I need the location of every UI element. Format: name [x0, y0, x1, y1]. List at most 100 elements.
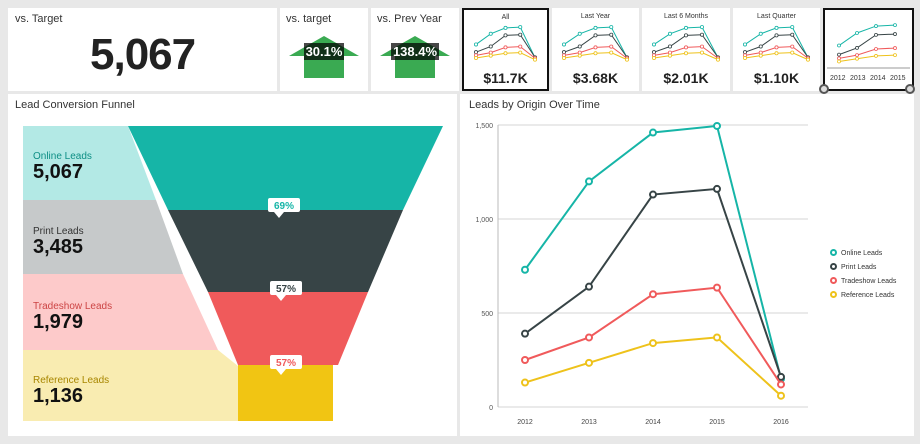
- spark-tile-last-year[interactable]: Last Year $3.68K: [552, 8, 639, 91]
- data-point: [585, 333, 593, 342]
- spark-value: $3.68K: [572, 70, 619, 86]
- funnel-stage-online: [128, 126, 443, 210]
- range-chart: 2012 2013 2014 2015: [827, 23, 910, 82]
- legend-label: Reference Leads: [841, 292, 895, 299]
- spark-tile-all[interactable]: All $11.7K: [462, 8, 549, 91]
- legend-item[interactable]: Tradeshow Leads: [830, 277, 896, 285]
- range-point: [893, 23, 897, 28]
- spark-point: [742, 56, 747, 61]
- data-point: [777, 380, 785, 389]
- data-point: [713, 333, 721, 342]
- spark-point: [790, 25, 795, 30]
- spark-label: Last Year: [580, 13, 611, 20]
- spark-point: [488, 31, 493, 36]
- spark-point: [684, 51, 689, 56]
- data-point: [713, 283, 721, 292]
- spark-point: [790, 50, 795, 55]
- stage-label-reference: Reference Leads 1,136: [33, 375, 109, 406]
- range-handle-right[interactable]: [905, 84, 915, 94]
- spark-point: [684, 45, 689, 50]
- stage-label-print: Print Leads 3,485: [33, 226, 84, 257]
- legend-item[interactable]: Online Leads: [830, 249, 882, 257]
- sparkline-chart: [742, 25, 811, 62]
- spark-point: [700, 50, 705, 55]
- data-point: [649, 339, 657, 348]
- spark-point: [593, 51, 598, 56]
- range-point: [855, 56, 859, 61]
- y-tick-label: 1,000: [475, 217, 493, 224]
- spark-point: [561, 56, 566, 61]
- x-tick-label: 2015: [709, 419, 725, 426]
- stage-label-online: Online Leads 5,067: [33, 151, 92, 182]
- stage-value: 5,067: [33, 161, 84, 183]
- conversion-label: 57%: [276, 358, 296, 369]
- spark-point: [700, 25, 705, 30]
- spark-point: [667, 31, 672, 36]
- spark-point: [609, 32, 614, 37]
- legend-label: Online Leads: [841, 250, 883, 257]
- range-line: [838, 47, 896, 59]
- data-point: [585, 177, 593, 186]
- spark-point: [667, 44, 672, 49]
- kpi-vs-target-pct: vs. target 30.1%: [280, 8, 368, 91]
- spark-value: $1.10K: [753, 70, 800, 86]
- range-line: [838, 54, 896, 63]
- sparkline-chart: [651, 25, 721, 62]
- spark-point: [651, 50, 656, 55]
- data-point: [713, 121, 721, 130]
- range-year-label: 2015: [890, 75, 906, 82]
- conversion-label: 69%: [274, 201, 294, 212]
- line-chart-panel: Leads by Origin Over Time 0 500 1,000 1,500…: [460, 94, 914, 436]
- spark-point: [742, 42, 747, 47]
- range-selector[interactable]: 2012 2013 2014 2015: [819, 8, 915, 94]
- kpi-title: vs. Prev Year: [377, 13, 442, 25]
- range-year-label: 2013: [850, 75, 866, 82]
- range-point: [893, 53, 897, 58]
- conversion-callout-2: 57%: [270, 281, 302, 301]
- spark-point: [700, 44, 705, 49]
- kpi-vs-target-big: vs. Target 5,067: [8, 8, 277, 91]
- spark-point: [667, 53, 672, 58]
- x-tick-label: 2012: [517, 419, 533, 426]
- kpi-vs-prev-year: vs. Prev Year 138.4%: [371, 8, 459, 91]
- spark-point: [503, 51, 508, 56]
- kpi-value: 5,067: [90, 30, 196, 79]
- kpi-title: vs. target: [286, 13, 332, 25]
- range-handle-left[interactable]: [819, 84, 829, 94]
- spark-point: [488, 44, 493, 49]
- range-point: [874, 54, 878, 58]
- spark-point: [577, 44, 582, 49]
- spark-point: [518, 25, 523, 30]
- spark-point: [593, 33, 598, 38]
- spark-point: [758, 31, 763, 36]
- conversion-label: 57%: [276, 284, 296, 295]
- spark-point: [700, 32, 705, 37]
- legend-item[interactable]: Print Leads: [830, 263, 876, 271]
- data-point: [649, 190, 657, 199]
- sparkline-chart: [473, 25, 538, 62]
- legend-label: Print Leads: [841, 264, 877, 271]
- spark-point: [473, 56, 478, 61]
- spark-point: [684, 25, 689, 30]
- range-point: [855, 46, 859, 50]
- range-line: [838, 24, 896, 46]
- spark-point: [790, 32, 795, 37]
- range-point: [893, 32, 897, 36]
- spark-tile-last-6-months[interactable]: Last 6 Months $2.01K: [642, 8, 730, 91]
- spark-tile-last-quarter[interactable]: Last Quarter $1.10K: [733, 8, 820, 91]
- x-tick-label: 2016: [773, 419, 789, 426]
- chart-title: Leads by Origin Over Time: [469, 99, 600, 111]
- line-chart: 0 500 1,000 1,500 2012 2013 2014 2015 2016: [475, 121, 808, 426]
- spark-point: [593, 25, 598, 30]
- sparkline-chart: [561, 25, 630, 62]
- spark-point: [758, 44, 763, 49]
- data-point: [713, 184, 721, 193]
- range-point: [855, 53, 859, 58]
- range-point: [837, 52, 841, 57]
- spark-point: [651, 42, 656, 47]
- spark-point: [503, 33, 508, 38]
- data-point: [777, 372, 785, 381]
- legend-item[interactable]: Reference Leads: [830, 291, 894, 299]
- data-point: [521, 329, 529, 338]
- spark-value: $11.7K: [483, 70, 528, 86]
